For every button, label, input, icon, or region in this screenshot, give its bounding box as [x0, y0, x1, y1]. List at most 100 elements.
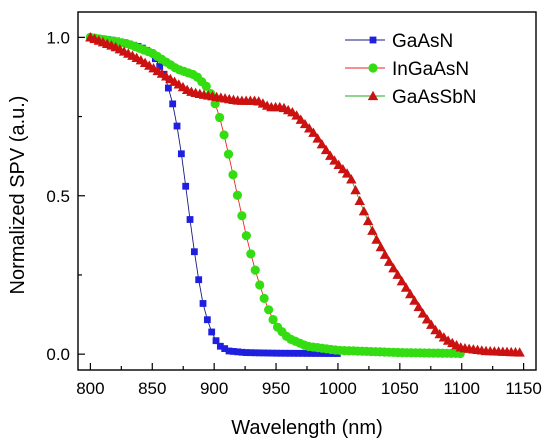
- data-point: [325, 150, 336, 160]
- x-tick-label: 950: [262, 379, 290, 398]
- data-point: [350, 184, 361, 195]
- data-point: [203, 316, 211, 324]
- data-point: [173, 122, 181, 130]
- data-point: [320, 144, 332, 155]
- data-point: [259, 293, 269, 303]
- data-point: [354, 195, 365, 205]
- y-tick-label: 0.0: [46, 345, 70, 364]
- data-point: [426, 319, 437, 329]
- data-point: [337, 163, 349, 174]
- data-point: [291, 110, 302, 120]
- data-point: [299, 349, 307, 357]
- data-point: [375, 241, 386, 252]
- axes-layer: [77, 11, 537, 371]
- y-tick-label: 0.5: [46, 187, 70, 206]
- series-line-gaasn: [90, 36, 338, 354]
- data-point: [247, 349, 255, 357]
- data-point: [417, 308, 429, 318]
- data-point: [195, 276, 203, 284]
- data-point: [219, 130, 229, 140]
- data-point: [216, 342, 224, 350]
- data-point: [264, 349, 272, 357]
- series-gaasn: [86, 33, 341, 357]
- data-point: [316, 350, 324, 357]
- data-point: [228, 170, 238, 180]
- data-point: [307, 349, 315, 357]
- data-point: [234, 348, 242, 356]
- data-point: [237, 211, 247, 221]
- data-point: [223, 149, 234, 159]
- data-point: [277, 349, 285, 357]
- data-point: [260, 349, 268, 357]
- data-point: [238, 348, 246, 356]
- data-point: [346, 174, 357, 184]
- data-point: [268, 314, 278, 325]
- data-point: [177, 150, 185, 158]
- data-point: [409, 295, 420, 305]
- data-point: [299, 118, 311, 129]
- data-point: [201, 81, 211, 91]
- data-point: [316, 139, 328, 149]
- data-point: [273, 349, 281, 357]
- data-point: [268, 349, 276, 357]
- data-point: [241, 231, 251, 241]
- data-point: [312, 133, 323, 143]
- x-tick-label: 900: [200, 379, 228, 398]
- data-point: [186, 216, 194, 223]
- series-layer: [85, 32, 525, 359]
- data-point: [229, 348, 237, 355]
- data-point: [255, 280, 265, 290]
- x-tick-label: 850: [138, 379, 166, 398]
- data-point: [250, 265, 260, 275]
- data-point: [379, 249, 391, 259]
- series-line-gaassbn: [90, 36, 520, 353]
- legend-label-gaasn: GaAsN: [392, 31, 453, 52]
- data-point: [358, 206, 370, 216]
- data-point: [362, 215, 374, 226]
- data-point: [169, 100, 177, 108]
- data-point: [294, 349, 302, 357]
- legend-marker-gaassbn: [367, 90, 379, 101]
- data-point: [290, 349, 298, 357]
- data-point: [367, 225, 378, 235]
- data-point: [303, 349, 311, 357]
- legend: GaAsN InGaAsN GaAsSbN: [345, 31, 476, 108]
- data-point: [400, 282, 412, 292]
- data-point: [182, 182, 190, 190]
- data-point: [341, 168, 353, 178]
- data-point: [225, 347, 233, 355]
- legend-label-gaassbn: GaAsSbN: [392, 87, 476, 108]
- data-point: [333, 159, 344, 169]
- data-point: [264, 305, 274, 315]
- y-tick-label: 1.0: [46, 28, 70, 47]
- data-point: [295, 114, 307, 124]
- data-point: [212, 337, 220, 345]
- data-point: [421, 314, 433, 324]
- data-point: [514, 347, 525, 357]
- data-point: [312, 350, 320, 357]
- legend-marker-gaasn: [369, 36, 377, 44]
- data-point: [304, 123, 315, 133]
- x-tick-label: 1050: [381, 379, 419, 398]
- data-point: [215, 112, 225, 123]
- data-point: [325, 350, 333, 357]
- data-point: [320, 350, 328, 357]
- data-point: [281, 349, 289, 357]
- data-point: [156, 63, 164, 70]
- x-axis-label: Wavelength (nm): [231, 417, 383, 439]
- data-point: [255, 349, 263, 357]
- x-tick-label: 1100: [443, 379, 480, 398]
- data-point: [413, 301, 424, 312]
- data-point: [242, 349, 250, 357]
- y-axis-label: Normalized SPV (a.u.): [7, 96, 29, 295]
- data-point: [392, 269, 403, 279]
- data-point: [190, 248, 198, 256]
- legend-label-ingaasn: InGaAsN: [392, 59, 469, 80]
- data-point: [221, 345, 229, 353]
- series-line-ingaasn: [90, 36, 461, 354]
- data-point: [164, 84, 172, 92]
- data-point: [232, 190, 243, 200]
- legend-marker-ingaasn: [368, 63, 378, 73]
- data-point: [371, 234, 382, 244]
